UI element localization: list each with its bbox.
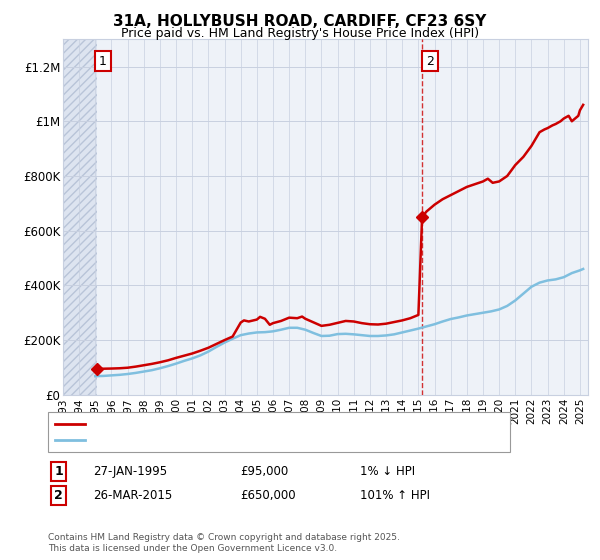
Text: 101% ↑ HPI: 101% ↑ HPI (360, 489, 430, 502)
Text: 31A, HOLLYBUSH ROAD, CARDIFF, CF23 6SY: 31A, HOLLYBUSH ROAD, CARDIFF, CF23 6SY (113, 14, 487, 29)
Text: 1% ↓ HPI: 1% ↓ HPI (360, 465, 415, 478)
Text: 2: 2 (426, 54, 434, 68)
Text: 2: 2 (55, 489, 63, 502)
Text: £95,000: £95,000 (240, 465, 288, 478)
Text: £650,000: £650,000 (240, 489, 296, 502)
Text: 1: 1 (99, 54, 107, 68)
Text: 31A, HOLLYBUSH ROAD, CARDIFF, CF23 6SY (detached house): 31A, HOLLYBUSH ROAD, CARDIFF, CF23 6SY (… (92, 419, 433, 430)
Text: 26-MAR-2015: 26-MAR-2015 (93, 489, 172, 502)
Text: 1: 1 (55, 465, 63, 478)
Text: Price paid vs. HM Land Registry's House Price Index (HPI): Price paid vs. HM Land Registry's House … (121, 27, 479, 40)
Text: HPI: Average price, detached house, Cardiff: HPI: Average price, detached house, Card… (92, 435, 331, 445)
Text: 27-JAN-1995: 27-JAN-1995 (93, 465, 167, 478)
Text: Contains HM Land Registry data © Crown copyright and database right 2025.
This d: Contains HM Land Registry data © Crown c… (48, 533, 400, 553)
